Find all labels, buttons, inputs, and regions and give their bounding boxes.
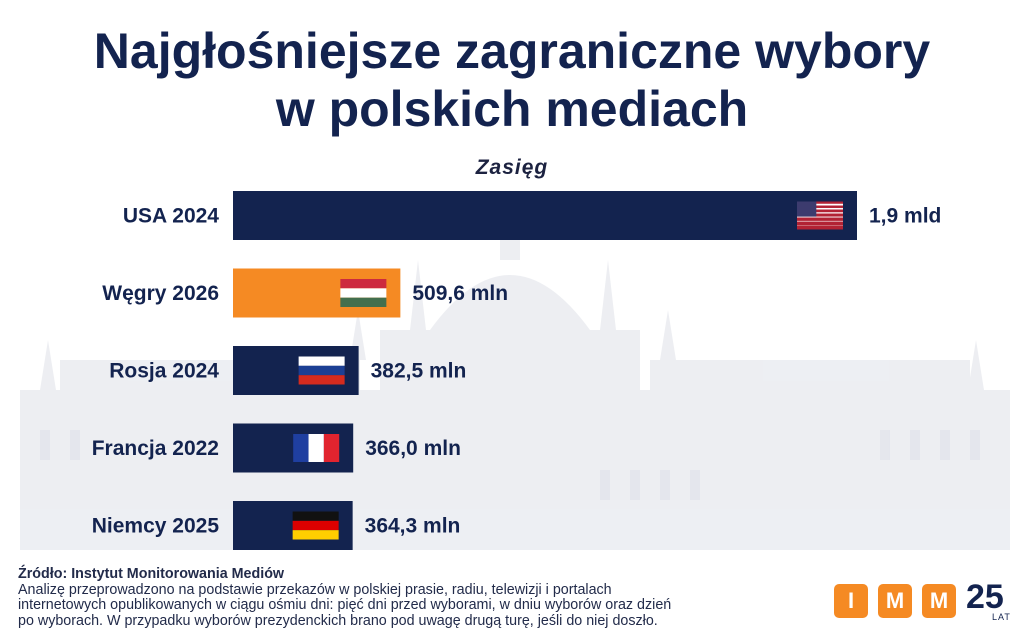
- logo-number: 25: [966, 578, 1004, 616]
- russia-flag-icon: [298, 356, 345, 385]
- axis-label-zasieg: Zasięg: [475, 156, 549, 179]
- germany-flag-icon: [292, 511, 339, 540]
- france-flag-icon: [293, 434, 340, 462]
- imm-logo: I M M 25 LAT: [834, 578, 1014, 624]
- chart-title: Najgłośniejsze zagraniczne wybory w pols…: [0, 22, 1024, 138]
- value-label: 382,5 mln: [371, 360, 467, 383]
- title-line-2: w polskich mediach: [275, 81, 749, 137]
- source-text: Źródło: Instytut Monitorowania Mediów: [18, 566, 285, 582]
- category-label: Francja 2022: [92, 437, 219, 460]
- category-label: Węgry 2026: [102, 282, 219, 305]
- logo-letter-m1: M: [878, 584, 912, 618]
- footer-note-line-2: internetowych opublikowanych w ciągu ośm…: [18, 597, 672, 613]
- logo-letter-i: I: [834, 584, 868, 618]
- footer-note-line-1: Analizę przeprowadzono na podstawie prze…: [18, 581, 612, 598]
- footer-note-line-3: po wyborach. W przypadku wyborów prezyde…: [18, 612, 658, 629]
- source-footer: Źródło: Instytut Monitorowania Mediów An…: [18, 566, 818, 629]
- bar: [233, 191, 857, 240]
- category-label: Niemcy 2025: [92, 515, 220, 538]
- category-label: Rosja 2024: [109, 360, 219, 383]
- logo-suffix: LAT: [992, 612, 1011, 622]
- value-label: 366,0 mln: [365, 437, 461, 460]
- category-label: USA 2024: [123, 205, 219, 228]
- hungary-flag-icon: [340, 279, 387, 307]
- value-label: 509,6 mln: [412, 282, 508, 305]
- logo-letter-m2: M: [922, 584, 956, 618]
- value-label: 1,9 mld: [869, 205, 941, 228]
- usa-flag-icon: [797, 201, 843, 230]
- value-label: 364,3 mln: [365, 515, 461, 538]
- title-line-1: Najgłośniejsze zagraniczne wybory: [93, 23, 931, 79]
